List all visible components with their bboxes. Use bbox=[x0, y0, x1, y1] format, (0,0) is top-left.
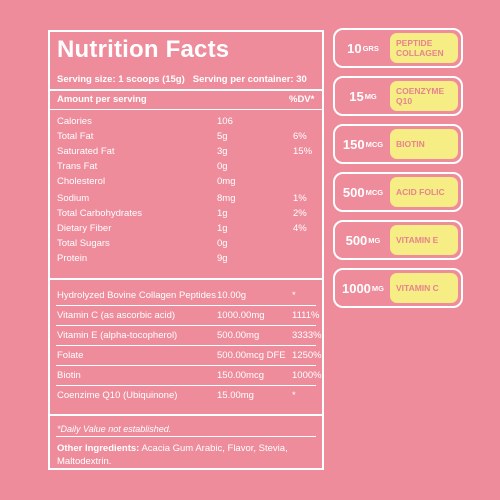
dv-header: %DV* bbox=[289, 94, 315, 105]
nutrient-row: Protein 9g bbox=[57, 253, 228, 264]
supplement-row: Vitamin C (as ascorbic acid) 1000.00mg 111… bbox=[57, 310, 320, 321]
pill-vitamin-e: 500 MG VITAMIN E bbox=[333, 220, 463, 260]
other-ingredients-text: Acacia Gum Arabic, Flavor, Stevia, Malto… bbox=[57, 443, 288, 467]
nutrient-row: Calories 106 bbox=[57, 116, 233, 127]
pill-label: BIOTIN bbox=[390, 129, 458, 159]
other-ingredients-label: Other Ingredients: bbox=[57, 443, 140, 454]
pill-amount: 1000 bbox=[341, 280, 371, 296]
pill-vitamin-c: 1000 MG VITAMIN C bbox=[333, 268, 463, 308]
pill-unit: MG bbox=[368, 235, 381, 245]
pill-unit: GRS bbox=[362, 43, 379, 53]
pill-label: PEPTIDE COLLAGEN bbox=[390, 33, 458, 63]
nutrient-row: Dietary Fiber 1g 4% bbox=[57, 223, 307, 234]
divider-thin bbox=[50, 109, 322, 110]
divider-thin bbox=[56, 365, 316, 366]
pill-label: VITAMIN E bbox=[390, 225, 458, 255]
nutrient-row: Trans Fat 0g bbox=[57, 161, 228, 172]
nutrient-row: Total Carbohydrates 1g 2% bbox=[57, 208, 307, 219]
nutrition-facts-title: Nutrition Facts bbox=[57, 36, 230, 63]
pill-unit: MCG bbox=[365, 139, 384, 149]
supplement-row: Coenzime Q10 (Ubiquinone) 15.00mg * bbox=[57, 390, 296, 401]
pill-coenzyme-q10: 15 MG COENZYME Q10 bbox=[333, 76, 463, 116]
pill-label: ACID FOLIC bbox=[390, 177, 458, 207]
pill-unit: MG bbox=[371, 283, 384, 293]
divider-thick bbox=[50, 414, 322, 416]
serving-info: Serving size: 1 scoops (15g) Serving per … bbox=[57, 74, 307, 85]
pill-amount: 10 bbox=[347, 40, 362, 56]
pill-biotin: 150 MCG BIOTIN bbox=[333, 124, 463, 164]
pill-label: VITAMIN C bbox=[390, 273, 458, 303]
nutrient-row: Cholesterol 0mg bbox=[57, 176, 236, 187]
supplement-row: Folate 500.00mcg DFE 1250% bbox=[57, 350, 322, 361]
other-ingredients: Other Ingredients: Acacia Gum Arabic, Fl… bbox=[57, 442, 319, 468]
nutrition-facts-panel: Nutrition Facts Serving size: 1 scoops (… bbox=[48, 30, 324, 470]
divider-thin bbox=[56, 385, 316, 386]
divider-thick bbox=[50, 89, 322, 91]
supplement-row: Biotin 150.00mcg 1000% bbox=[57, 370, 322, 381]
divider-thin bbox=[56, 436, 316, 437]
pill-amount: 15 bbox=[349, 88, 364, 104]
divider-thin bbox=[56, 345, 316, 346]
nutrient-row: Sodium 8mg 1% bbox=[57, 193, 307, 204]
pill-label: COENZYME Q10 bbox=[390, 81, 458, 111]
supplement-row: Hydrolyzed Bovine Collagen Peptides 10.00… bbox=[57, 290, 296, 301]
servings-per-container: Serving per container: 30 bbox=[192, 74, 307, 85]
pill-acid-folic: 500 MCG ACID FOLIC bbox=[333, 172, 463, 212]
pill-unit: MG bbox=[364, 91, 377, 101]
pill-amount: 500 bbox=[342, 184, 365, 200]
amount-header-row: Amount per serving %DV* bbox=[57, 94, 315, 105]
pill-amount: 150 bbox=[342, 136, 365, 152]
nutrient-row: Total Sugars 0g bbox=[57, 238, 228, 249]
divider-thin bbox=[56, 325, 316, 326]
pill-peptide-collagen: 10 GRS PEPTIDE COLLAGEN bbox=[333, 28, 463, 68]
amount-header: Amount per serving bbox=[57, 94, 147, 105]
nutrient-row: Total Fat 5g 6% bbox=[57, 131, 307, 142]
nutrient-row: Saturated Fat 3g 15% bbox=[57, 146, 313, 157]
divider-thin bbox=[56, 305, 316, 306]
daily-value-footnote: *Daily Value not established. bbox=[57, 424, 172, 434]
pill-unit: MCG bbox=[365, 187, 384, 197]
supplement-row: Vitamin E (alpha-tocopherol) 500.00mg 3333… bbox=[57, 330, 322, 341]
pill-amount: 500 bbox=[345, 232, 368, 248]
serving-size: Serving size: 1 scoops (15g) bbox=[57, 74, 185, 85]
divider-thick bbox=[50, 278, 322, 280]
